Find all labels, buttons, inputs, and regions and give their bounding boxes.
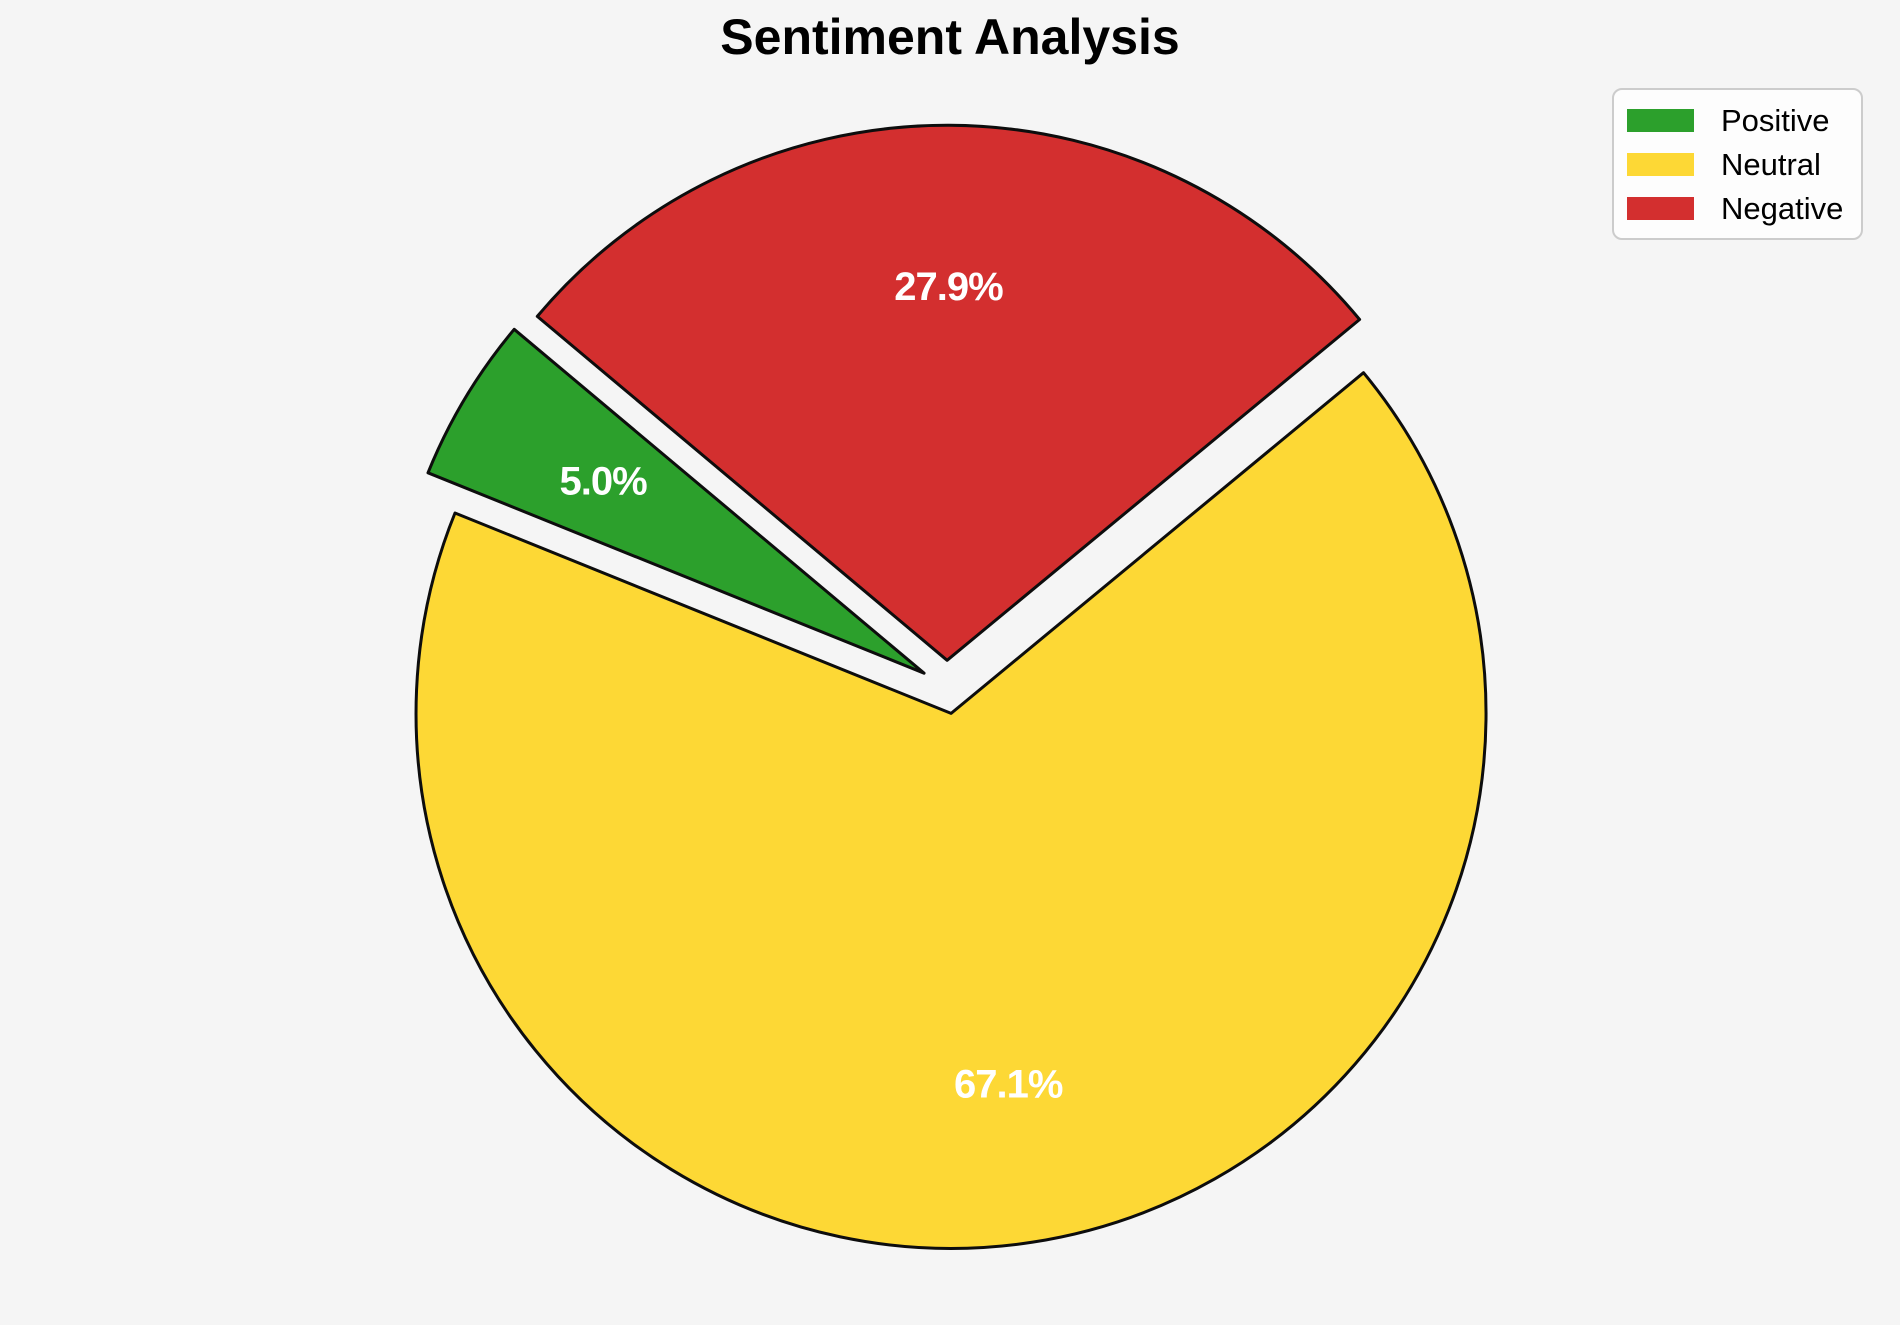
legend-label: Positive [1721, 102, 1830, 138]
pie-slice-neutral [414, 371, 1488, 1250]
pie-label-positive: 5.0% [560, 459, 648, 503]
pie-slice-positive [426, 327, 926, 675]
legend-label: Negative [1721, 190, 1844, 226]
legend-item-positive: Positive [1627, 101, 1847, 139]
pie-slice-negative [535, 123, 1362, 662]
page-title: Sentiment Analysis [720, 9, 1180, 65]
pie-label-neutral: 67.1% [954, 1063, 1063, 1107]
legend: Positive Neutral Negative [1612, 88, 1863, 240]
legend-swatch [1627, 152, 1694, 176]
legend-swatch [1627, 108, 1694, 132]
legend-swatch [1627, 196, 1694, 220]
legend-item-negative: Negative [1627, 189, 1847, 227]
legend-label: Neutral [1721, 146, 1821, 182]
pie-label-negative: 27.9% [894, 265, 1003, 309]
legend-item-neutral: Neutral [1627, 145, 1847, 183]
